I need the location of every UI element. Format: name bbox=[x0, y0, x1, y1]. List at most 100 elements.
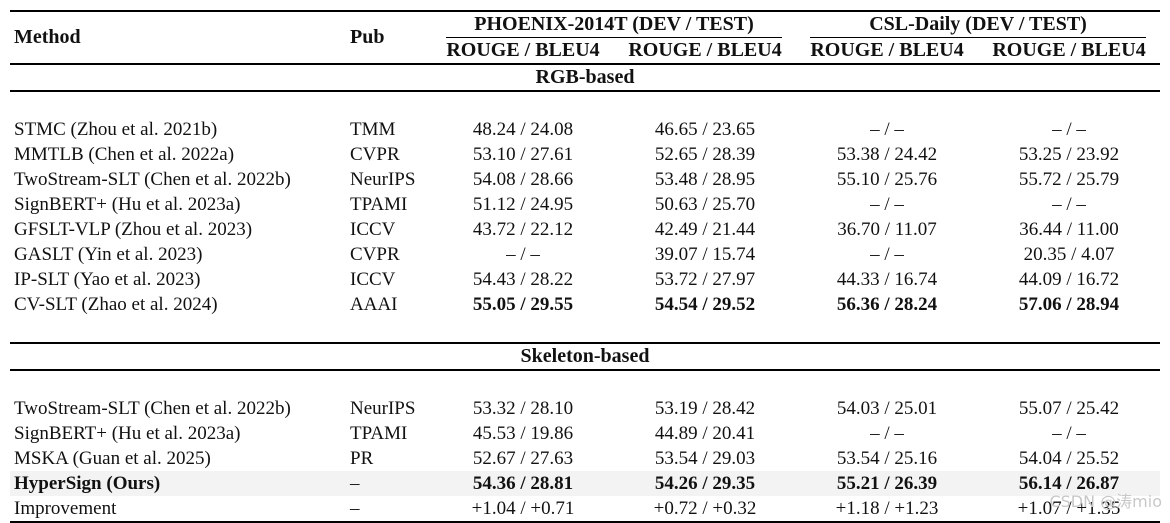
method-cell: IP-SLT (Yao et al. 2023) bbox=[14, 269, 201, 290]
table-row: MMTLB (Chen et al. 2022a) CVPR 53.10 / 27.… bbox=[10, 142, 1160, 167]
pub-cell: TPAMI bbox=[350, 194, 408, 215]
value-cell: 53.48 / 28.95 bbox=[654, 169, 756, 190]
value-cell: 57.06 / 28.94 bbox=[1018, 294, 1120, 315]
method-cell: TwoStream-SLT (Chen et al. 2022b) bbox=[14, 398, 291, 419]
pub-cell: TMM bbox=[350, 119, 396, 140]
value-cell: 53.10 / 27.61 bbox=[472, 144, 574, 165]
value-cell: – / – bbox=[870, 423, 904, 444]
pub-cell: AAAI bbox=[350, 294, 398, 315]
value-cell: 46.65 / 23.65 bbox=[654, 119, 756, 140]
value-cell: 42.49 / 21.44 bbox=[654, 219, 756, 240]
method-cell: MSKA (Guan et al. 2025) bbox=[14, 448, 211, 469]
value-cell: 54.26 / 29.35 bbox=[614, 471, 797, 496]
method-cell: STMC (Zhou et al. 2021b) bbox=[14, 119, 218, 140]
method-cell: GASLT (Yin et al. 2023) bbox=[14, 244, 203, 265]
value-cell: 52.67 / 27.63 bbox=[472, 448, 574, 469]
table-row: STMC (Zhou et al. 2021b) TMM 48.24 / 24.08… bbox=[10, 117, 1160, 142]
pub-cell: PR bbox=[350, 448, 374, 469]
value-cell: – / – bbox=[1052, 423, 1086, 444]
value-cell: 51.12 / 24.95 bbox=[472, 194, 574, 215]
table-row: GFSLT-VLP (Zhou et al. 2023) ICCV 43.72 / … bbox=[10, 217, 1160, 242]
value-cell: +1.07 / +1.35 bbox=[978, 496, 1161, 523]
value-cell: 54.54 / 29.52 bbox=[654, 294, 756, 315]
value-cell: 55.05 / 29.55 bbox=[472, 294, 574, 315]
value-cell: 44.89 / 20.41 bbox=[654, 423, 756, 444]
value-cell: 55.10 / 25.76 bbox=[836, 169, 938, 190]
value-cell: 55.07 / 25.42 bbox=[1018, 398, 1120, 419]
pub-cell: TPAMI bbox=[350, 423, 408, 444]
value-cell: 45.53 / 19.86 bbox=[472, 423, 574, 444]
results-table: Method Pub PHOENIX-2014T (DEV / TEST) CS… bbox=[10, 10, 1161, 523]
value-cell: 54.43 / 28.22 bbox=[472, 269, 574, 290]
value-cell: 54.08 / 28.66 bbox=[472, 169, 574, 190]
metric-header: ROUGE / BLEU4 bbox=[810, 39, 964, 61]
table-row: GASLT (Yin et al. 2023) CVPR – / – 39.07 / … bbox=[10, 242, 1160, 267]
value-cell: 54.04 / 25.52 bbox=[1018, 448, 1120, 469]
value-cell: 53.25 / 23.92 bbox=[1018, 144, 1120, 165]
method-cell: CV-SLT (Zhao et al. 2024) bbox=[14, 294, 218, 315]
spacer bbox=[10, 370, 1160, 396]
pub-header: Pub bbox=[346, 10, 432, 64]
value-cell: 53.54 / 25.16 bbox=[836, 448, 938, 469]
value-cell: 50.63 / 25.70 bbox=[654, 194, 756, 215]
value-cell: 36.44 / 11.00 bbox=[1019, 219, 1119, 240]
method-cell: GFSLT-VLP (Zhou et al. 2023) bbox=[14, 219, 253, 240]
watermark: CSDN @涛mio bbox=[1049, 492, 1162, 511]
value-cell: 53.72 / 27.97 bbox=[654, 269, 756, 290]
dataset-header-csl-text: CSL-Daily (DEV / TEST) bbox=[810, 12, 1147, 38]
table-row: SignBERT+ (Hu et al. 2023a) TPAMI 45.53 / … bbox=[10, 421, 1160, 446]
method-header: Method bbox=[10, 10, 346, 64]
pub-cell: ICCV bbox=[350, 269, 396, 290]
dataset-header-phoenix: PHOENIX-2014T (DEV / TEST) bbox=[432, 10, 797, 38]
value-cell: 56.36 / 28.24 bbox=[836, 294, 938, 315]
value-cell: 53.38 / 24.42 bbox=[836, 144, 938, 165]
section-title: Skeleton-based bbox=[10, 342, 1161, 371]
table-row: SignBERT+ (Hu et al. 2023a) TPAMI 51.12 / … bbox=[10, 192, 1160, 217]
pub-cell: NeurIPS bbox=[350, 398, 416, 419]
method-cell: HyperSign (Ours) bbox=[10, 471, 346, 496]
value-cell: 53.32 / 28.10 bbox=[472, 398, 574, 419]
method-cell: MMTLB (Chen et al. 2022a) bbox=[14, 144, 235, 165]
value-cell: +0.72 / +0.32 bbox=[614, 496, 797, 523]
value-cell: – / – bbox=[870, 194, 904, 215]
method-cell: TwoStream-SLT (Chen et al. 2022b) bbox=[14, 169, 291, 190]
pub-cell: – bbox=[346, 471, 432, 496]
value-cell: +1.04 / +0.71 bbox=[432, 496, 614, 523]
pub-cell: – bbox=[346, 496, 432, 523]
value-cell: 44.33 / 16.74 bbox=[836, 269, 938, 290]
value-cell: – / – bbox=[870, 119, 904, 140]
metric-header: ROUGE / BLEU4 bbox=[446, 39, 600, 61]
value-cell: 54.03 / 25.01 bbox=[836, 398, 938, 419]
value-cell: 44.09 / 16.72 bbox=[1018, 269, 1120, 290]
value-cell: – / – bbox=[506, 244, 540, 265]
value-cell: 48.24 / 24.08 bbox=[472, 119, 574, 140]
value-cell: 52.65 / 28.39 bbox=[654, 144, 756, 165]
dataset-header-csl: CSL-Daily (DEV / TEST) bbox=[796, 10, 1161, 38]
pub-cell: CVPR bbox=[350, 244, 400, 265]
spacer bbox=[10, 317, 1160, 343]
method-cell: SignBERT+ (Hu et al. 2023a) bbox=[14, 194, 241, 215]
metric-header: ROUGE / BLEU4 bbox=[628, 39, 782, 61]
table-row: CV-SLT (Zhao et al. 2024) AAAI 55.05 / 29.… bbox=[10, 292, 1160, 317]
table-row: MSKA (Guan et al. 2025) PR 52.67 / 27.63 53… bbox=[10, 446, 1160, 471]
value-cell: – / – bbox=[870, 244, 904, 265]
table-row: HyperSign (Ours) –54.36 / 28.81 54.26 / 29… bbox=[10, 471, 1161, 496]
pub-cell: CVPR bbox=[350, 144, 400, 165]
value-cell: 53.19 / 28.42 bbox=[654, 398, 756, 419]
value-cell: 39.07 / 15.74 bbox=[654, 244, 756, 265]
value-cell: 55.72 / 25.79 bbox=[1018, 169, 1120, 190]
pub-cell: ICCV bbox=[350, 219, 396, 240]
dataset-header-phoenix-text: PHOENIX-2014T (DEV / TEST) bbox=[446, 12, 783, 38]
value-cell: 20.35 / 4.07 bbox=[1023, 244, 1115, 265]
method-cell: SignBERT+ (Hu et al. 2023a) bbox=[14, 423, 241, 444]
value-cell: 36.70 / 11.07 bbox=[837, 219, 937, 240]
value-cell: – / – bbox=[1052, 119, 1086, 140]
table-row: Improvement – +1.04 / +0.71 +0.72 / +0.32 +1… bbox=[10, 496, 1161, 523]
table-row: TwoStream-SLT (Chen et al. 2022b) NeurIPS… bbox=[10, 396, 1160, 421]
value-cell: 43.72 / 22.12 bbox=[472, 219, 574, 240]
metric-header: ROUGE / BLEU4 bbox=[992, 39, 1146, 61]
section-title: RGB-based bbox=[10, 63, 1161, 92]
value-cell: +1.18 / +1.23 bbox=[796, 496, 979, 523]
pub-cell: NeurIPS bbox=[350, 169, 416, 190]
table-row: IP-SLT (Yao et al. 2023) ICCV 54.43 / 28.2… bbox=[10, 267, 1160, 292]
